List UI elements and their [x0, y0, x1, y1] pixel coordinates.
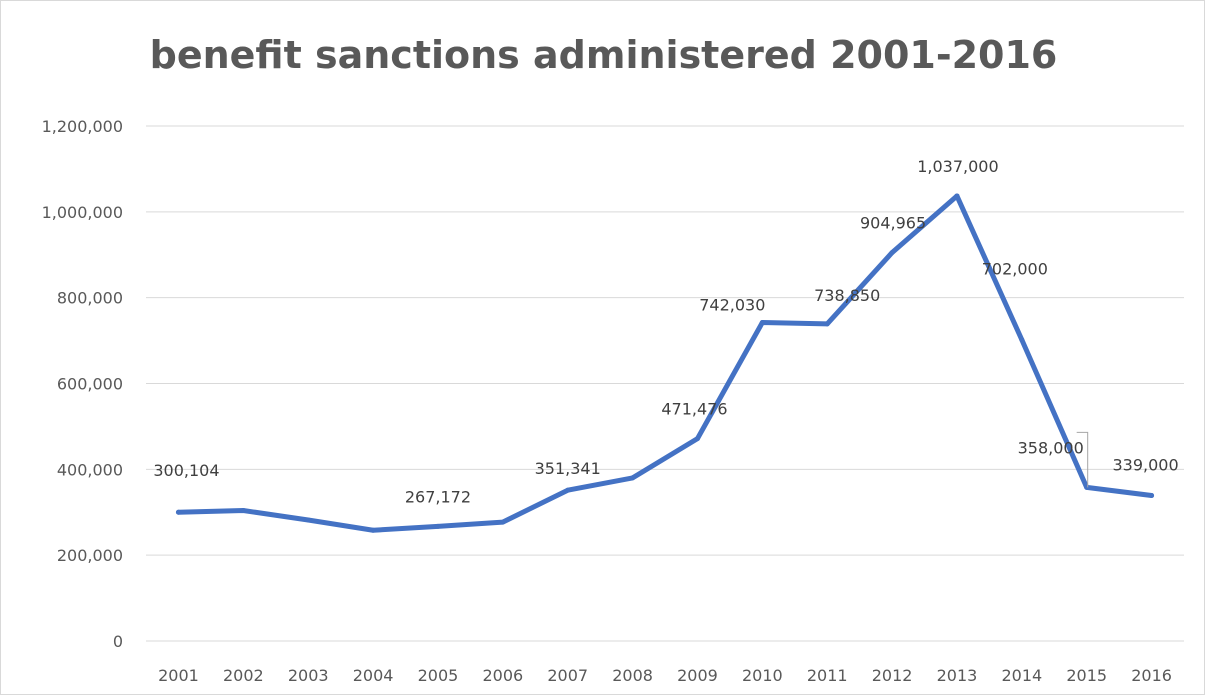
y-tick-label: 1,200,000: [42, 117, 123, 136]
data-label: 351,341: [535, 459, 601, 478]
x-tick-label: 2004: [353, 666, 394, 685]
x-tick-label: 2001: [158, 666, 199, 685]
y-tick-label: 200,000: [57, 546, 123, 565]
data-label-leader-line: [1076, 431, 1089, 488]
data-point: [630, 475, 636, 481]
data-point: [305, 517, 311, 523]
y-tick-label: 600,000: [57, 375, 123, 394]
x-tick-label: 2016: [1131, 666, 1172, 685]
data-label: 339,000: [1112, 456, 1178, 475]
x-tick-label: 2003: [288, 666, 329, 685]
data-point: [175, 509, 181, 515]
data-label: 300,104: [153, 461, 219, 480]
x-tick-label: 2015: [1066, 666, 1107, 685]
y-tick-label: 1,000,000: [42, 203, 123, 222]
x-tick-label: 2014: [1001, 666, 1042, 685]
x-tick-label: 2005: [418, 666, 459, 685]
series: [175, 193, 1155, 533]
y-tick-label: 0: [113, 632, 123, 651]
x-tick-label: 2013: [937, 666, 978, 685]
x-tick-label: 2008: [612, 666, 653, 685]
data-point: [1019, 337, 1025, 343]
data-label: 358,000: [1018, 438, 1084, 457]
data-label: 738,850: [814, 286, 880, 305]
data-point: [565, 487, 571, 493]
axis-labels: 0 200,000 400,000 600,000 800,000 1,000,000 1,…: [42, 117, 1172, 685]
data-point: [954, 193, 960, 199]
data-point: [240, 508, 246, 514]
data-point: [694, 436, 700, 442]
data-label: 904,965: [860, 214, 926, 233]
chart-title: benefit sanctions administered 2001-2016: [149, 33, 1058, 77]
data-point: [1149, 493, 1155, 499]
data-point: [500, 519, 506, 525]
y-tick-label: 800,000: [57, 289, 123, 308]
data-point: [435, 523, 441, 529]
data-point: [1084, 484, 1090, 490]
data-point: [759, 320, 765, 326]
data-point: [889, 250, 895, 256]
x-tick-label: 2011: [807, 666, 848, 685]
data-label: 471,476: [661, 400, 727, 419]
x-tick-label: 2012: [872, 666, 913, 685]
x-tick-label: 2010: [742, 666, 783, 685]
series-line: [175, 193, 1155, 533]
data-labels: 300,104 267,172 351,341 471,476 742,030 738,8…: [153, 157, 1178, 506]
x-tick-label: 2006: [482, 666, 523, 685]
data-point: [370, 527, 376, 533]
data-label: 742,030: [699, 296, 765, 315]
data-label: 267,172: [405, 487, 471, 506]
x-tick-label: 2007: [547, 666, 588, 685]
x-tick-label: 2002: [223, 666, 264, 685]
data-label: 1,037,000: [917, 157, 998, 176]
gridlines: [146, 125, 1184, 642]
x-tick-label: 2009: [677, 666, 718, 685]
data-label: 702,000: [982, 260, 1048, 279]
y-tick-label: 400,000: [57, 460, 123, 479]
data-point: [824, 321, 830, 327]
